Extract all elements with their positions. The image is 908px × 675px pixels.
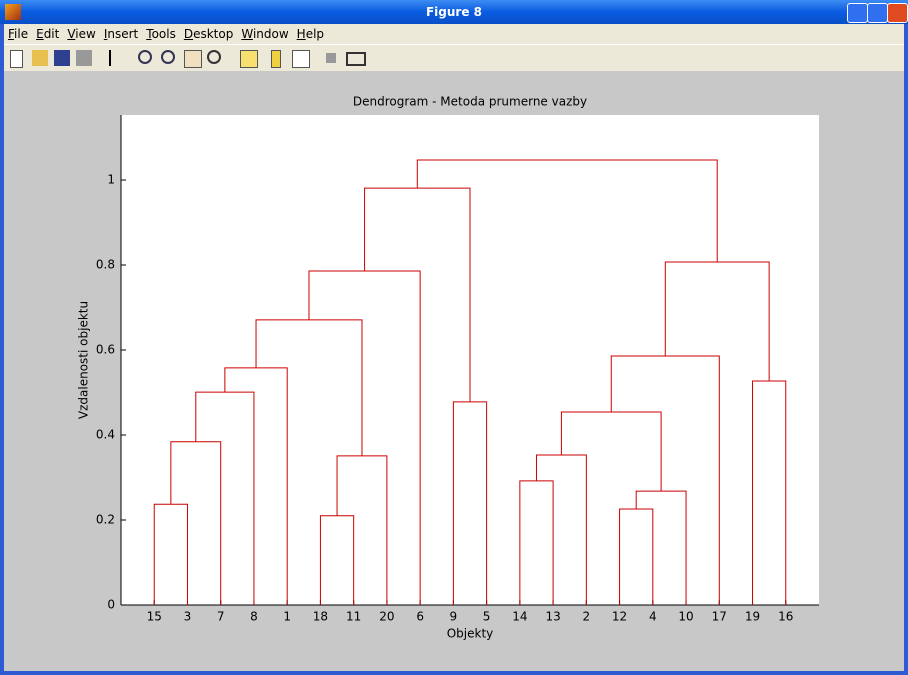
x-tick-label: 9 xyxy=(450,610,458,624)
menu-item[interactable]: Desktop xyxy=(183,27,234,41)
new-button[interactable] xyxy=(10,50,23,68)
maximize-button[interactable] xyxy=(867,3,888,23)
menu-item[interactable]: Tools xyxy=(146,27,176,41)
x-tick-label: 8 xyxy=(250,610,258,624)
x-axis-label: Objekty xyxy=(447,627,494,641)
save-button[interactable] xyxy=(54,50,70,66)
x-tick-label: 13 xyxy=(545,610,560,624)
data-cursor-button[interactable] xyxy=(240,50,258,68)
y-tick-label: 0.4 xyxy=(96,428,115,442)
rotate-button[interactable] xyxy=(207,50,221,64)
x-tick-label: 4 xyxy=(649,610,657,624)
zoom-in-button[interactable] xyxy=(138,50,152,64)
x-tick-label: 7 xyxy=(217,610,225,624)
dendrogram-link xyxy=(619,508,654,605)
window-title: Figure 8 xyxy=(425,5,483,19)
dendrogram-link xyxy=(336,455,388,605)
menu-item[interactable]: Insert xyxy=(103,27,139,41)
dendrogram-link xyxy=(610,355,720,605)
dendrogram-link xyxy=(195,391,255,605)
colorbar-button[interactable] xyxy=(271,50,281,68)
menu-item[interactable]: File xyxy=(8,27,29,41)
y-tick-label: 0 xyxy=(107,598,115,612)
dendrogram-link xyxy=(635,490,687,605)
menu-item[interactable]: Help xyxy=(296,27,325,41)
figure-area: Dendrogram - Metoda prumerne vazby Objek… xyxy=(4,71,904,671)
x-tick-label: 1 xyxy=(283,610,291,624)
title-bar: Figure 8 xyxy=(0,0,908,24)
close-button[interactable] xyxy=(887,3,908,23)
hide-tools-button[interactable] xyxy=(326,53,336,63)
dendrogram-link xyxy=(255,319,363,456)
x-tick-label: 6 xyxy=(416,610,424,624)
x-tick-label: 17 xyxy=(712,610,727,624)
x-tick-label: 14 xyxy=(512,610,527,624)
pan-button[interactable] xyxy=(184,50,202,68)
x-tick-label: 5 xyxy=(483,610,491,624)
chart-title: Dendrogram - Metoda prumerne vazby xyxy=(353,95,587,109)
y-tick-label: 0.6 xyxy=(96,343,115,357)
toolbar xyxy=(4,44,904,71)
menu-item[interactable]: Window xyxy=(241,27,289,41)
x-tick-label: 12 xyxy=(612,610,627,624)
menu-bar: File Edit View Insert Tools Desktop Window Help xyxy=(4,24,904,44)
app-icon xyxy=(5,4,21,20)
x-tick-label: 2 xyxy=(583,610,591,624)
dendrogram-link xyxy=(319,515,355,605)
x-tick-label: 20 xyxy=(379,610,394,624)
zoom-out-button[interactable] xyxy=(161,50,175,64)
open-button[interactable] xyxy=(32,50,48,66)
y-tick-label: 0.8 xyxy=(96,258,115,272)
chart: Dendrogram - Metoda prumerne vazby Objek… xyxy=(77,95,819,641)
x-tick-label: 15 xyxy=(147,610,162,624)
minimize-button[interactable] xyxy=(847,3,868,23)
print-button[interactable] xyxy=(76,50,92,66)
x-tick-label: 16 xyxy=(778,610,793,624)
menu-item[interactable]: Edit xyxy=(36,27,60,41)
x-tick-label: 18 xyxy=(313,610,328,624)
select-button[interactable] xyxy=(109,50,119,66)
dendrogram-link xyxy=(535,454,587,605)
y-axis-label: Vzdalenosti objektu xyxy=(77,301,91,419)
y-tick-label: 0.2 xyxy=(96,513,115,527)
show-tools-button[interactable] xyxy=(346,52,366,66)
x-tick-label: 11 xyxy=(346,610,361,624)
x-tick-label: 19 xyxy=(745,610,760,624)
legend-button[interactable] xyxy=(292,50,310,68)
dendrogram-link xyxy=(560,411,662,492)
menu-item[interactable]: View xyxy=(67,27,96,41)
dendrogram-link xyxy=(416,159,718,263)
x-tick-label: 10 xyxy=(678,610,693,624)
x-tick-label: 3 xyxy=(184,610,192,624)
y-tick-label: 1 xyxy=(107,173,115,187)
